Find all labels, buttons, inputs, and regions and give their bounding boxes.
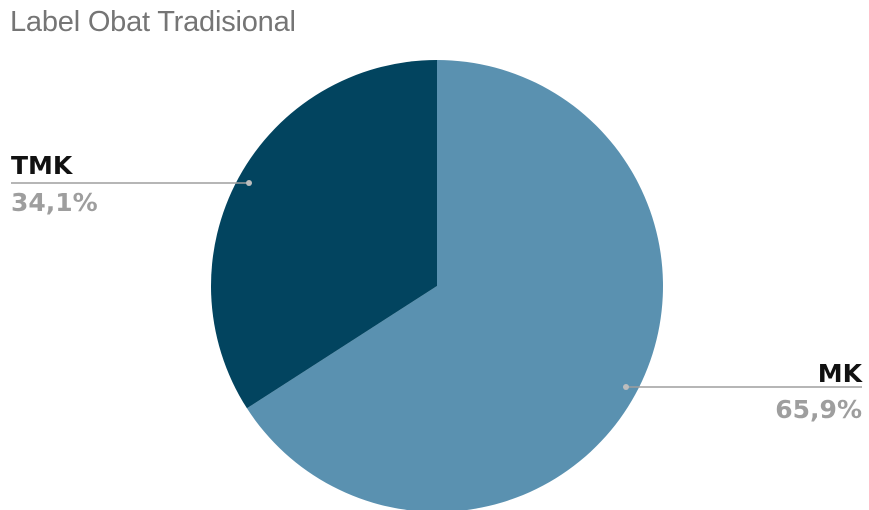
pie-slice-mk [246, 60, 663, 510]
pie-slice-tmk [210, 60, 437, 409]
slice-percent-mk: 65,9% [775, 395, 862, 424]
pie-labels: MK 65,9% TMK 34,1% [11, 151, 864, 424]
slice-label-mk: MK [818, 359, 864, 388]
pie-slices [210, 60, 663, 510]
leader-dot-mk [623, 384, 629, 390]
chart-title: Label Obat Tradisional [10, 6, 296, 38]
leader-dot-tmk [246, 180, 252, 186]
pie-leader-lines [11, 180, 862, 390]
slice-percent-tmk: 34,1% [11, 188, 98, 217]
slice-label-tmk: TMK [11, 151, 74, 180]
